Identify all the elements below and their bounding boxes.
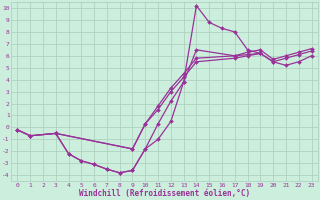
X-axis label: Windchill (Refroidissement éolien,°C): Windchill (Refroidissement éolien,°C) xyxy=(79,189,250,198)
